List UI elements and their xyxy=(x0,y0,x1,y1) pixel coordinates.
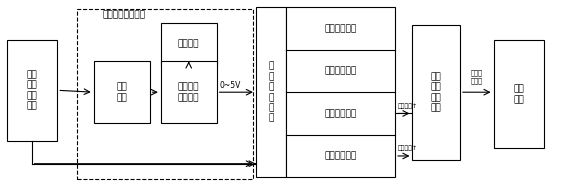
Text: 控制
中心: 控制 中心 xyxy=(513,84,524,104)
Text: 判断压强信号: 判断压强信号 xyxy=(324,152,357,161)
Text: 控制信号↑: 控制信号↑ xyxy=(398,103,418,109)
FancyBboxPatch shape xyxy=(94,61,149,123)
FancyBboxPatch shape xyxy=(77,9,253,179)
Text: 控制
信号
处理
模块: 控制 信号 处理 模块 xyxy=(431,72,442,112)
FancyBboxPatch shape xyxy=(161,61,217,123)
FancyBboxPatch shape xyxy=(7,40,57,141)
Text: 频率电压
转换模块: 频率电压 转换模块 xyxy=(178,83,200,102)
Text: 供电模块: 供电模块 xyxy=(178,39,200,48)
Text: 0~5V: 0~5V xyxy=(220,81,241,90)
Text: 反馈控
制信号: 反馈控 制信号 xyxy=(471,70,483,84)
Text: 判断转速电压: 判断转速电压 xyxy=(324,109,357,118)
Text: 转速实时测试单元: 转速实时测试单元 xyxy=(102,10,145,19)
FancyBboxPatch shape xyxy=(161,23,217,65)
FancyBboxPatch shape xyxy=(413,24,460,160)
Text: 采集转速电压: 采集转速电压 xyxy=(324,24,357,33)
Text: 采集压强信号: 采集压强信号 xyxy=(324,66,357,75)
FancyBboxPatch shape xyxy=(286,7,395,177)
Text: 控制信号↑: 控制信号↑ xyxy=(398,145,418,151)
Text: 数
据
采
集
系
统: 数 据 采 集 系 统 xyxy=(268,62,274,123)
FancyBboxPatch shape xyxy=(493,40,544,148)
FancyBboxPatch shape xyxy=(256,7,286,177)
Text: 隔离
模块: 隔离 模块 xyxy=(116,83,127,102)
Text: 试验
现场
转速
信号: 试验 现场 转速 信号 xyxy=(27,70,38,110)
